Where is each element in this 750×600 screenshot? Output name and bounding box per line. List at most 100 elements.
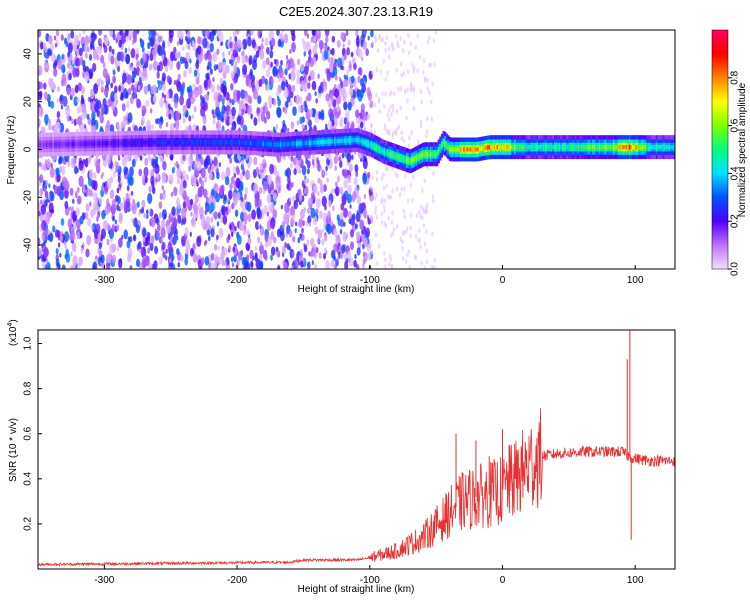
spectrogram-cell	[343, 207, 348, 218]
spectrogram-cell	[311, 260, 314, 265]
spectrogram-cell	[118, 258, 123, 269]
spectrogram-ridge-cell	[530, 145, 533, 150]
spectrogram-cell	[355, 30, 359, 37]
spectrogram-ridge-cell	[402, 156, 405, 162]
spectrogram-cell	[317, 33, 321, 39]
spectrogram-cell	[100, 254, 105, 264]
spectrogram-ridge-cell	[270, 142, 273, 147]
spectrogram-cell	[307, 178, 310, 183]
spectrogram-cell	[91, 32, 96, 43]
spectrogram-cell	[182, 154, 186, 161]
spectrogram-cell	[228, 110, 232, 118]
spectrogram-ridge-cell	[286, 142, 289, 147]
spectrogram-ridge-cell	[391, 152, 394, 158]
spectrogram-cell	[57, 242, 61, 248]
spectrogram-cell	[276, 95, 280, 102]
spectrogram-cell	[100, 188, 104, 198]
spectrogram-cell	[182, 45, 185, 52]
spectrogram-cell	[343, 221, 346, 227]
x-tick-label: -100	[360, 275, 380, 286]
spectrogram-ridge-cell	[383, 149, 386, 155]
spectrogram-cell	[97, 232, 102, 240]
spectrogram-cell	[231, 202, 235, 210]
spectrogram-cell	[170, 122, 175, 133]
spectrogram-cell	[192, 43, 197, 52]
spectrogram-cell	[334, 88, 339, 98]
spectrogram-cell	[363, 75, 367, 83]
spectrogram-cell	[235, 30, 240, 35]
spectrogram-cell	[247, 237, 252, 245]
spectrogram-cell	[270, 37, 276, 47]
spectrogram-cell	[205, 239, 208, 245]
spectrogram-cell	[428, 35, 431, 41]
spectrogram-cell	[312, 45, 318, 55]
spectrogram-cell	[327, 56, 331, 63]
spectrogram-cell	[99, 112, 103, 120]
spectrogram-cell	[91, 111, 96, 121]
spectrogram-ridge-cell	[163, 140, 166, 145]
spectrogram-cell	[131, 158, 136, 168]
spectrogram-cell	[234, 61, 237, 66]
spectrogram-cell	[325, 260, 330, 269]
spectrogram-cell	[158, 201, 163, 210]
spectrogram-cell	[314, 226, 319, 235]
spectrogram-cell	[222, 70, 227, 80]
spectrogram-cell	[251, 39, 256, 49]
spectrogram-cell	[333, 228, 338, 238]
spectrogram-cell	[232, 89, 238, 99]
spectrogram-cell	[251, 209, 256, 220]
spectrogram-ridge-cell	[514, 145, 517, 150]
spectrogram-cell	[44, 199, 48, 207]
spectrogram-ridge-cell	[585, 145, 588, 150]
spectrogram-cell	[383, 104, 386, 109]
spectrogram-cell	[390, 263, 393, 269]
spectrogram-cell	[61, 264, 66, 269]
spectrogram-cell	[317, 237, 320, 244]
spectrogram-cell	[195, 178, 199, 185]
y-tick-label: -40	[23, 237, 34, 252]
spectrogram-ridge-cell	[194, 140, 197, 145]
spectrogram-cell	[378, 109, 381, 114]
spectrogram-cell	[60, 104, 64, 110]
spectrogram-ridge-cell	[619, 145, 622, 150]
spectrogram-cell	[196, 68, 200, 74]
spectrogram-cell	[240, 184, 244, 192]
spectrogram-ridge-cell	[358, 138, 361, 143]
spectrogram-x-ticks: -300 -200 -100 0 100	[94, 265, 644, 286]
spectrogram-cell	[217, 212, 221, 219]
spectrogram-cell	[161, 174, 167, 184]
spectrogram-cell	[257, 95, 262, 105]
spectrogram-cell	[311, 152, 316, 162]
spectrogram-cell	[93, 172, 97, 180]
spectrogram-cell	[333, 155, 338, 165]
spectrogram-cell	[293, 199, 298, 210]
spectrogram-cell	[197, 36, 201, 45]
spectrogram-ridge-cell	[542, 145, 545, 150]
spectrogram-cell	[287, 127, 290, 133]
spectrogram-cell	[398, 192, 402, 198]
spectrogram-ridge-cell	[353, 138, 356, 143]
spectrogram-cell	[384, 126, 387, 131]
spectrogram-cell	[349, 257, 354, 267]
snr-frame	[37, 329, 676, 570]
spectrogram-cell	[216, 171, 220, 180]
spectrogram-cell	[162, 251, 166, 259]
spectrogram-cell	[127, 112, 133, 124]
chart-title: C2E5.2024.307.23.13.R19	[279, 4, 433, 19]
spectrogram-ridge-cell	[340, 138, 343, 143]
spectrogram-cell	[330, 94, 334, 103]
spectrogram-ridge-cell	[168, 140, 171, 145]
spectrogram-cell	[387, 215, 390, 221]
spectrogram-cell	[269, 50, 274, 59]
spectrogram-cell	[229, 182, 233, 191]
spectrogram-cell	[238, 220, 244, 232]
spectrogram-cell	[196, 236, 202, 247]
spectrogram-ridge-cell	[210, 140, 213, 145]
spectrogram-cell	[72, 257, 77, 267]
spectrogram-cell	[284, 202, 290, 214]
spectrogram-cell	[119, 30, 124, 36]
spectrogram-cell	[216, 122, 219, 129]
spectrogram-ridge-cell	[612, 145, 616, 150]
spectrogram-cell	[160, 116, 163, 123]
